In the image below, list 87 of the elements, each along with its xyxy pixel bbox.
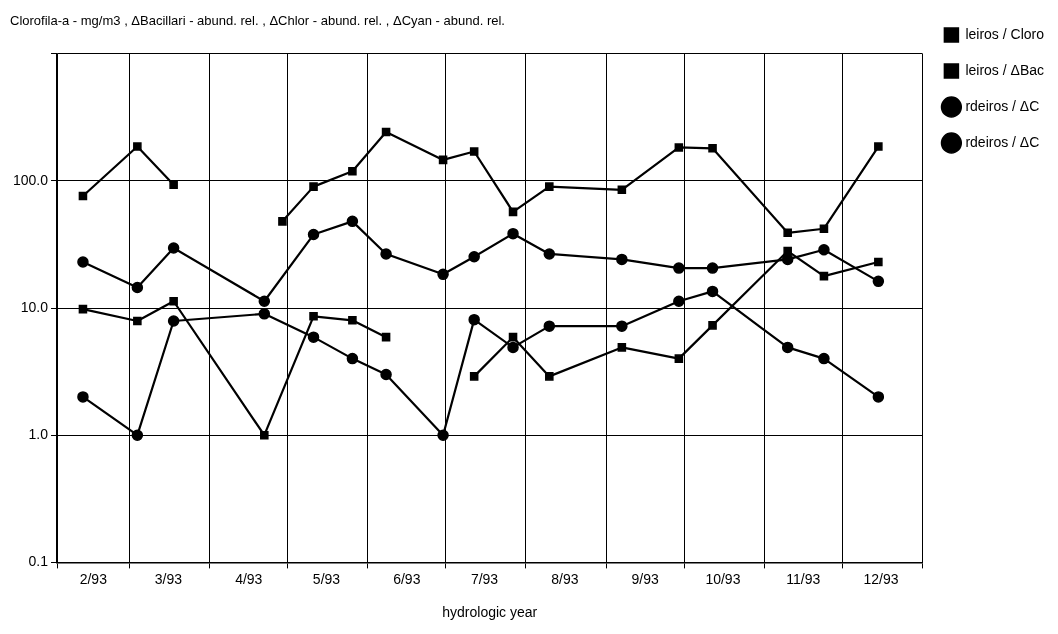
legend-label: leiros / Cloro bbox=[965, 25, 1045, 42]
x-tick-label: 10/93 bbox=[705, 570, 741, 587]
x-tick-label: 3/93 bbox=[154, 570, 183, 587]
point bbox=[167, 242, 180, 254]
point bbox=[438, 155, 448, 165]
point bbox=[309, 182, 318, 191]
point bbox=[674, 354, 684, 363]
x-tick-label: 5/93 bbox=[312, 570, 341, 587]
point bbox=[381, 127, 391, 137]
point bbox=[437, 268, 449, 281]
point bbox=[818, 352, 830, 365]
point bbox=[348, 316, 357, 325]
point bbox=[674, 143, 684, 152]
point bbox=[874, 142, 883, 151]
point bbox=[131, 429, 144, 441]
point bbox=[309, 312, 318, 321]
point bbox=[783, 246, 792, 256]
y-tick-label: 1.0 bbox=[28, 426, 49, 443]
point bbox=[508, 332, 518, 342]
point bbox=[348, 166, 357, 176]
point bbox=[77, 256, 89, 268]
x-tick-label: 12/93 bbox=[863, 570, 899, 587]
x-tick-label: 11/93 bbox=[786, 570, 821, 587]
point bbox=[260, 430, 269, 440]
point bbox=[616, 253, 628, 266]
point bbox=[133, 142, 142, 151]
point bbox=[708, 144, 717, 153]
point bbox=[617, 185, 627, 195]
point bbox=[468, 313, 480, 326]
x-tick-label: 7/93 bbox=[470, 570, 499, 587]
point bbox=[78, 191, 88, 201]
x-tick-label: 8/93 bbox=[551, 570, 579, 587]
point bbox=[781, 341, 794, 354]
point bbox=[258, 308, 271, 320]
legend-label: rdeiros / ΔC bbox=[965, 97, 1040, 114]
point bbox=[616, 320, 628, 332]
point bbox=[673, 262, 685, 274]
point bbox=[874, 257, 883, 267]
point bbox=[258, 295, 271, 307]
point bbox=[872, 275, 885, 288]
point bbox=[543, 320, 556, 332]
legend-label: leiros / ΔBac bbox=[965, 61, 1045, 78]
point bbox=[706, 262, 719, 274]
y-tick-label: 10.0 bbox=[20, 298, 49, 315]
point bbox=[706, 285, 719, 298]
point bbox=[380, 368, 392, 381]
x-tick-label: 2/93 bbox=[79, 570, 108, 587]
point bbox=[819, 224, 829, 234]
point bbox=[78, 304, 88, 314]
point bbox=[131, 281, 144, 294]
x-tick-label: 9/93 bbox=[631, 570, 660, 587]
point bbox=[469, 372, 479, 381]
y-tick-label: 0.1 bbox=[28, 553, 49, 570]
point bbox=[307, 331, 320, 343]
point bbox=[545, 372, 554, 381]
point bbox=[508, 207, 518, 217]
point bbox=[169, 296, 178, 306]
point bbox=[818, 244, 830, 256]
point bbox=[167, 315, 180, 327]
point bbox=[783, 228, 792, 238]
point bbox=[468, 250, 480, 263]
chart-title: Clorofila-a - mg/m3 , ΔBacillari - abund. rel. , ΔChlor - abund. rel. , ΔCyan - abund. rel. bbox=[10, 13, 505, 29]
x-tick-label: 6/93 bbox=[393, 570, 421, 587]
point bbox=[346, 215, 359, 228]
point bbox=[381, 332, 391, 342]
point bbox=[673, 295, 685, 307]
point bbox=[507, 341, 519, 354]
point bbox=[77, 391, 89, 403]
point bbox=[346, 352, 359, 365]
x-axis-title: hydrologic year bbox=[442, 604, 538, 621]
point bbox=[278, 217, 287, 226]
point bbox=[617, 343, 627, 352]
point bbox=[307, 228, 320, 241]
point bbox=[380, 248, 392, 260]
point bbox=[469, 147, 479, 156]
point bbox=[545, 182, 554, 191]
point bbox=[507, 227, 519, 240]
y-tick-label: 100.0 bbox=[12, 171, 49, 188]
point bbox=[169, 180, 178, 190]
legend-label: rdeiros / ΔC bbox=[965, 133, 1040, 150]
point bbox=[819, 271, 829, 281]
point bbox=[133, 316, 142, 326]
x-tick-label: 4/93 bbox=[235, 570, 263, 587]
point bbox=[437, 429, 449, 441]
point bbox=[872, 391, 885, 403]
point bbox=[543, 248, 556, 260]
point bbox=[708, 321, 717, 330]
